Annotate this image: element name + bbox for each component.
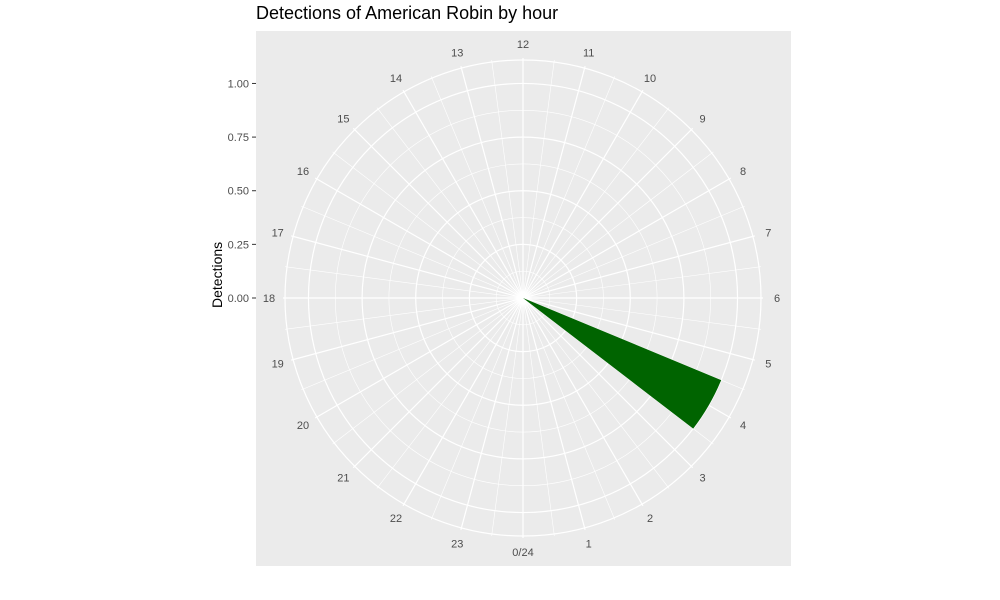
major-grid-radial (402, 89, 524, 299)
x-tick-label: 10 (644, 73, 656, 85)
minor-grid-radial (522, 297, 745, 391)
major-grid-radial (460, 297, 524, 530)
x-tick-label: 18 (263, 293, 275, 305)
x-tick-label: 8 (740, 166, 746, 178)
x-tick-label: 11 (583, 48, 594, 60)
major-grid-radial (522, 297, 586, 530)
y-tick-label: 1.00 (228, 79, 249, 91)
x-tick-label: 1 (586, 538, 592, 550)
minor-grid-radial (522, 151, 714, 299)
minor-grid-radial (522, 107, 670, 299)
major-grid-radial (352, 297, 524, 469)
minor-grid-radial (301, 205, 524, 299)
x-tick-label: 14 (390, 73, 402, 85)
y-tick-label: 0.00 (228, 293, 249, 305)
x-tick-label: 17 (272, 227, 284, 239)
major-grid-radial (522, 127, 694, 299)
x-tick-label: 15 (337, 113, 349, 125)
minor-grid-radial (285, 266, 524, 299)
minor-grid-radial (522, 76, 616, 299)
x-tick-label: 16 (297, 166, 309, 178)
major-grid-radial (522, 66, 586, 299)
major-grid-radial (522, 297, 644, 507)
x-tick-label: 13 (451, 48, 463, 60)
minor-grid-radial (491, 297, 524, 536)
minor-grid-radial (522, 297, 616, 520)
major-grid-radial (402, 297, 524, 507)
minor-grid-radial (491, 60, 524, 299)
bars (523, 298, 722, 429)
y-tick-label: 0.25 (228, 239, 249, 251)
bar-hour-4 (523, 298, 722, 429)
x-tick-label: 12 (517, 39, 529, 51)
minor-grid-radial (522, 297, 761, 330)
minor-grid-radial (376, 297, 524, 489)
x-tick-label: 22 (390, 513, 402, 525)
major-grid-radial (522, 89, 644, 299)
minor-grid-radial (522, 297, 670, 489)
major-grid-radial (314, 177, 524, 299)
minor-grid-radial (522, 266, 761, 299)
y-axis: 0.00 0.25 0.50 0.75 1.00 (228, 79, 256, 305)
minor-grid-radial (376, 107, 524, 299)
outer-grid-circle (284, 59, 762, 537)
minor-grid-radial (522, 297, 555, 536)
x-tick-label: 23 (451, 538, 463, 550)
minor-grid-radial (332, 297, 524, 445)
x-tick-labels: 0/24123456789101112131415161718192021222… (263, 39, 780, 559)
x-tick-label: 6 (774, 293, 780, 305)
x-tick-label: 3 (700, 473, 706, 485)
x-tick-label: 21 (337, 473, 349, 485)
minor-grid-radial (285, 297, 524, 330)
x-tick-label: 19 (272, 359, 284, 371)
x-tick-label: 7 (765, 227, 771, 239)
major-grid-radial (291, 235, 524, 299)
major-grid-radial (314, 297, 524, 419)
minor-grid-radial (522, 205, 745, 299)
major-grid-radial (522, 297, 755, 361)
minor-grid-radial (301, 297, 524, 391)
major-grid-radial (460, 66, 524, 299)
x-tick-label: 0/24 (512, 547, 533, 559)
minor-grid-radial (332, 151, 524, 299)
major-grid-radial (522, 235, 755, 299)
major-grid-radial (522, 297, 694, 469)
x-tick-label: 20 (297, 420, 309, 432)
x-tick-label: 5 (765, 359, 771, 371)
y-tick-label: 0.50 (228, 186, 249, 198)
x-tick-label: 4 (740, 420, 746, 432)
minor-grid-radial (522, 60, 555, 299)
major-grid-radial (291, 297, 524, 361)
minor-grid-radial (430, 297, 524, 520)
x-tick-label: 2 (647, 513, 653, 525)
x-tick-label: 9 (700, 113, 706, 125)
chart-title: Detections of American Robin by hour (256, 3, 559, 23)
major-grid-radial (522, 177, 732, 299)
major-grid-radial (352, 127, 524, 299)
y-tick-label: 0.75 (228, 132, 249, 144)
minor-grid-radial (430, 76, 524, 299)
